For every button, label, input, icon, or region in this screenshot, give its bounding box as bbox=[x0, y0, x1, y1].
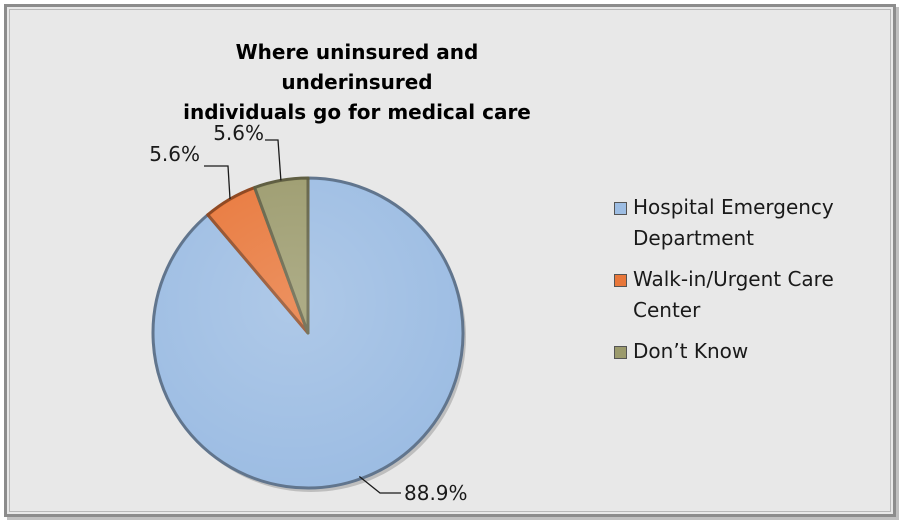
legend-swatch-dont-know bbox=[614, 346, 627, 359]
legend-item-dont-know: Don’t Know bbox=[614, 336, 883, 367]
legend-item-hospital: Hospital Emergency Department bbox=[614, 192, 883, 254]
data-label-dont-know-leader bbox=[265, 139, 282, 181]
legend-label-walkin-line-2: Center bbox=[633, 298, 701, 322]
data-label-dont-know: 5.6% bbox=[213, 121, 264, 145]
legend-label-dont-know: Don’t Know bbox=[633, 339, 749, 363]
legend-swatch-walkin bbox=[614, 274, 627, 287]
legend-label-hospital-line-2: Department bbox=[633, 226, 755, 250]
legend-swatch-hospital bbox=[614, 202, 627, 215]
chart-legend: Hospital Emergency Department Walk-in/Ur… bbox=[614, 192, 883, 377]
pie-slices bbox=[151, 176, 466, 492]
data-label-walkin-leader bbox=[204, 165, 231, 200]
legend-label-walkin-line-1: Walk-in/Urgent Care bbox=[633, 267, 834, 291]
chart-frame: Where uninsured and underinsured individ… bbox=[4, 4, 896, 517]
chart-title-line-1: Where uninsured and underinsured bbox=[235, 40, 479, 94]
data-label-hospital: 88.9% bbox=[404, 481, 468, 505]
chart-title-line-2: individuals go for medical care bbox=[183, 100, 531, 124]
legend-item-walkin: Walk-in/Urgent Care Center bbox=[614, 264, 883, 326]
data-label-hospital-leader bbox=[358, 476, 401, 494]
pie-sheen bbox=[155, 180, 461, 486]
chart-title: Where uninsured and underinsured individ… bbox=[157, 37, 557, 127]
legend-label-hospital-line-1: Hospital Emergency bbox=[633, 195, 834, 219]
data-label-walkin: 5.6% bbox=[149, 142, 200, 166]
pie-labels: 88.9% 5.6% 5.6% bbox=[149, 121, 467, 505]
